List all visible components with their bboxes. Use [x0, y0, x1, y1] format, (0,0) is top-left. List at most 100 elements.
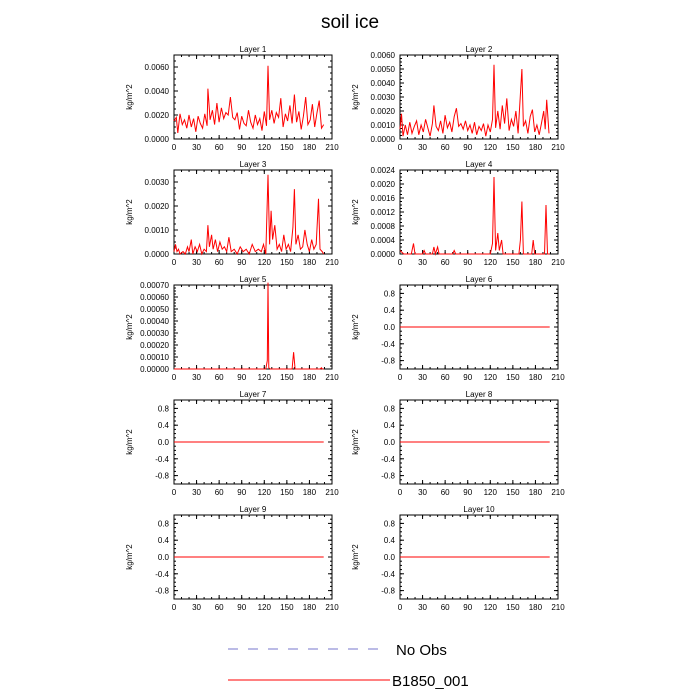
- x-tick-label: 60: [441, 373, 450, 382]
- y-tick-label: -0.4: [155, 570, 169, 579]
- y-tick-label: 0.00060: [140, 293, 169, 302]
- x-tick-label: 60: [441, 603, 450, 612]
- x-tick-label: 30: [192, 603, 201, 612]
- plot-frame: [399, 169, 559, 255]
- panel-layer-3: Layer 3 kg/m^2 0 30 60 90 120 150 180 210 0.0000 0.…: [125, 160, 339, 267]
- x-tick-label: 30: [418, 603, 427, 612]
- panel-layer-1: Layer 1 kg/m^2 0 30 60 90 120 150 180 210 0.0000 0.…: [125, 45, 339, 152]
- y-tick-label: 0.0020: [371, 180, 396, 189]
- y-tick-label: -0.8: [155, 587, 169, 596]
- x-tick-label: 0: [398, 603, 403, 612]
- panel-layer-6: Layer 6 kg/m^2 0 30 60 90 120 150 180 210 -0.8 -0.4…: [351, 275, 565, 382]
- panel-title: Layer 3: [240, 160, 267, 169]
- x-tick-label: 30: [418, 373, 427, 382]
- x-tick-label: 180: [303, 488, 317, 497]
- y-axis-label: kg/m^2: [351, 199, 360, 225]
- x-tick-label: 30: [192, 373, 201, 382]
- y-tick-label: 0.00040: [140, 317, 169, 326]
- panel-layer-4: Layer 4 kg/m^2 0 30 60 90 120 150 180 210 0.0000 0.…: [351, 160, 565, 267]
- legend: No Obs B1850_001: [228, 642, 469, 690]
- x-tick-label: 60: [215, 143, 224, 152]
- x-tick-label: 60: [215, 603, 224, 612]
- y-tick-label: 0.0050: [371, 65, 396, 74]
- x-tick-label: 120: [258, 143, 272, 152]
- x-tick-label: 180: [303, 258, 317, 267]
- x-tick-label: 150: [280, 143, 294, 152]
- x-tick-label: 30: [418, 258, 427, 267]
- x-tick-label: 90: [463, 488, 472, 497]
- x-tick-label: 0: [172, 603, 177, 612]
- x-tick-label: 30: [418, 143, 427, 152]
- y-tick-label: 0.0: [384, 553, 396, 562]
- y-tick-label: 0.0060: [371, 51, 396, 60]
- x-tick-label: 120: [258, 603, 272, 612]
- x-tick-label: 180: [529, 258, 543, 267]
- y-axis-label: kg/m^2: [351, 544, 360, 570]
- x-tick-label: 120: [258, 258, 272, 267]
- y-tick-label: 0.0008: [371, 222, 396, 231]
- plot-frame: [173, 284, 333, 370]
- panel-title: Layer 8: [466, 390, 493, 399]
- x-tick-label: 0: [172, 143, 177, 152]
- x-tick-label: 120: [484, 603, 498, 612]
- y-tick-label: 0.0020: [371, 107, 396, 116]
- y-tick-label: 0.00000: [140, 365, 169, 374]
- x-tick-label: 180: [529, 373, 543, 382]
- x-tick-label: 30: [192, 488, 201, 497]
- y-tick-label: -0.4: [381, 455, 395, 464]
- y-axis-label: kg/m^2: [351, 429, 360, 455]
- y-tick-label: 0.8: [158, 519, 170, 528]
- x-tick-label: 90: [237, 143, 246, 152]
- x-tick-label: 90: [463, 373, 472, 382]
- y-tick-label: 0.0010: [371, 121, 396, 130]
- x-tick-label: 60: [215, 488, 224, 497]
- y-tick-label: 0.0012: [371, 208, 396, 217]
- y-tick-label: 0.4: [158, 536, 170, 545]
- y-tick-label: 0.00030: [140, 329, 169, 338]
- y-tick-label: 0.0020: [145, 111, 170, 120]
- y-tick-label: -0.4: [381, 570, 395, 579]
- figure-title: soil ice: [321, 12, 379, 33]
- x-tick-label: 60: [441, 143, 450, 152]
- y-tick-label: 0.0004: [371, 236, 396, 245]
- x-tick-label: 0: [172, 258, 177, 267]
- y-tick-label: 0.0024: [371, 166, 396, 175]
- y-tick-label: 0.8: [158, 404, 170, 413]
- x-tick-label: 120: [484, 373, 498, 382]
- x-tick-label: 210: [551, 603, 565, 612]
- panel-title: Layer 5: [240, 275, 267, 284]
- y-tick-label: 0.00050: [140, 305, 169, 314]
- panel-layer-5: Layer 5 kg/m^2 0 30 60 90 120 150 180 210 0.00000 0…: [125, 275, 339, 382]
- y-tick-label: 0.0: [384, 323, 396, 332]
- x-tick-label: 210: [325, 373, 339, 382]
- y-tick-label: 0.4: [384, 536, 396, 545]
- series-line-b1850_001: [399, 64, 550, 137]
- x-tick-label: 90: [463, 603, 472, 612]
- panel-layer-7: Layer 7 kg/m^2 0 30 60 90 120 150 180 210 -0.8 -0.4…: [125, 390, 339, 497]
- y-tick-label: 0.0030: [371, 93, 396, 102]
- panel-title: Layer 4: [466, 160, 493, 169]
- x-tick-label: 210: [551, 143, 565, 152]
- x-tick-label: 0: [398, 143, 403, 152]
- y-axis-label: kg/m^2: [125, 84, 134, 110]
- x-tick-label: 150: [506, 143, 520, 152]
- y-axis-label: kg/m^2: [351, 84, 360, 110]
- x-tick-label: 60: [215, 258, 224, 267]
- panel-title: Layer 7: [240, 390, 267, 399]
- panel-title: Layer 1: [240, 45, 267, 54]
- x-tick-label: 150: [280, 373, 294, 382]
- x-tick-label: 30: [192, 258, 201, 267]
- y-axis-label: kg/m^2: [125, 429, 134, 455]
- y-tick-label: 0.00010: [140, 353, 169, 362]
- x-tick-label: 180: [303, 373, 317, 382]
- x-tick-label: 90: [463, 258, 472, 267]
- x-tick-label: 0: [398, 258, 403, 267]
- y-tick-label: 0.4: [384, 306, 396, 315]
- x-tick-label: 90: [237, 603, 246, 612]
- y-tick-label: 0.0040: [371, 79, 396, 88]
- panel-layer-10: Layer 10 kg/m^2 0 30 60 90 120 150 180 210 -0.8 -0.…: [351, 505, 565, 612]
- panel-title: Layer 10: [463, 505, 495, 514]
- y-tick-label: 0.0060: [145, 63, 170, 72]
- x-tick-label: 150: [280, 488, 294, 497]
- x-tick-label: 30: [418, 488, 427, 497]
